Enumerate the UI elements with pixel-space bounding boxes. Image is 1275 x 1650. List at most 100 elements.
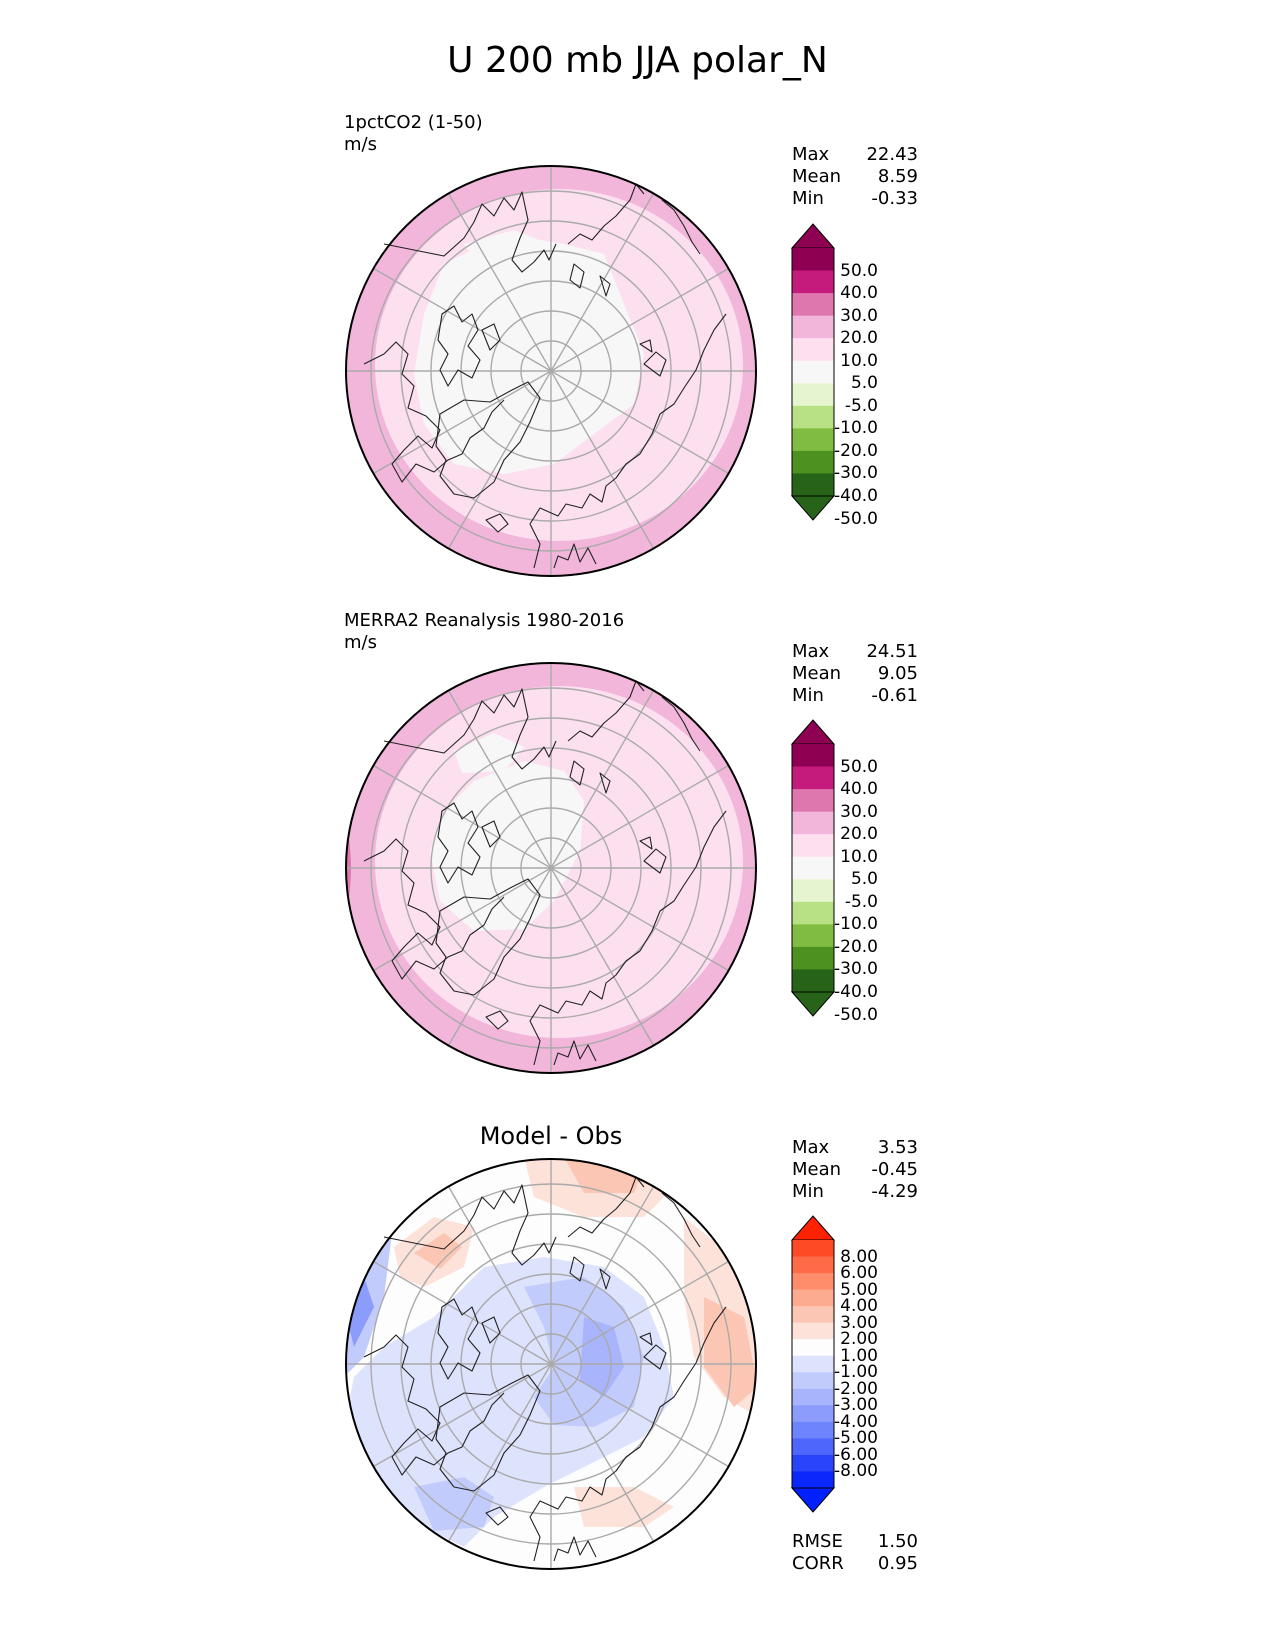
colorbar-band — [792, 969, 834, 993]
colorbar-band — [792, 766, 834, 790]
field-contour — [430, 761, 584, 931]
panel2-stats: Max 24.51 Mean 9.05 Min -0.61 — [792, 641, 918, 707]
colorbar-tick-label: 30.0 — [840, 305, 878, 326]
colorbar-band — [792, 428, 834, 452]
colorbar-band — [792, 315, 834, 339]
colorbar-band — [792, 879, 834, 903]
figure-title: U 200 mb JJA polar_N — [447, 40, 828, 81]
panel1-title: 1pctCO2 (1-50) — [344, 112, 483, 133]
colorbar-tick-label: 30.0 — [840, 801, 878, 822]
colorbar-tick-label: 50.0 — [840, 756, 878, 777]
coastline — [383, 191, 557, 273]
colorbar-tick-label: 1.00 — [840, 1345, 878, 1366]
coastline — [567, 183, 645, 245]
stat-min-label: Min — [792, 188, 824, 209]
colorbar-under-triangle — [790, 991, 836, 1017]
coastline — [639, 1332, 653, 1346]
panel3-polar-map — [345, 1158, 757, 1570]
corr-value: 0.95 — [877, 1553, 918, 1574]
panel1-label: 1pctCO2 (1-50) m/s — [344, 112, 483, 156]
coastline — [643, 1344, 667, 1370]
colorbar-tick-label: 8.00 — [840, 1246, 878, 1267]
stat-mean-label: Mean — [792, 663, 842, 684]
panel2-title: MERRA2 Reanalysis 1980-2016 — [344, 610, 625, 631]
colorbar-band — [792, 1322, 834, 1340]
coastline — [435, 1374, 541, 1492]
coastline — [661, 696, 701, 752]
colorbar-tick-label: -5.0 — [844, 891, 878, 912]
colorbar-band — [792, 1454, 834, 1472]
colorbar-tick-label: 4.00 — [840, 1296, 878, 1317]
coastline — [437, 802, 481, 884]
panel3-colorbar — [790, 1215, 836, 1513]
colorbar-tick-label: 3.00 — [840, 1312, 878, 1333]
field-contour — [414, 1233, 462, 1269]
meridian-line — [447, 1186, 655, 1542]
coastline — [481, 1316, 501, 1344]
colorbar-under-triangle — [790, 1487, 836, 1513]
coastline — [569, 760, 585, 786]
meridian-line — [447, 690, 655, 1046]
colorbar-tick-label: 20.0 — [840, 824, 878, 845]
coastlines — [363, 680, 727, 1066]
colorbar-band — [792, 1471, 834, 1489]
colorbar-tick-label: -3.00 — [834, 1395, 878, 1416]
coastline — [553, 543, 597, 569]
colorbar-band — [792, 1405, 834, 1423]
panel1-polar-map — [345, 165, 757, 577]
colorbar-tick-label: -50.0 — [834, 508, 878, 529]
coastline — [643, 848, 667, 874]
colorbar-tick-label: 5.0 — [850, 373, 878, 394]
coastline — [553, 1536, 597, 1562]
colorbar-tick-label: -30.0 — [834, 959, 878, 980]
map-boundary — [345, 1158, 757, 1570]
stat-min-label: Min — [792, 685, 824, 706]
coastline — [639, 1306, 727, 1448]
field-contour — [346, 1277, 374, 1347]
colorbar-tick-label: 10.0 — [840, 350, 878, 371]
coastline — [599, 1268, 611, 1290]
colorbar-band — [792, 270, 834, 294]
colorbar-tick-label: -6.00 — [834, 1444, 878, 1465]
colorbar-band — [792, 1421, 834, 1439]
stat-mean-value: -0.45 — [871, 1159, 918, 1180]
colorbar-over-triangle — [790, 1215, 836, 1241]
colorbar-under-triangle — [790, 495, 836, 521]
colorbar-tick-label: -5.00 — [834, 1428, 878, 1449]
colorbar-band — [792, 924, 834, 948]
stat-max-label: Max — [792, 1137, 830, 1158]
colorbar-band — [792, 338, 834, 362]
coastline — [569, 263, 585, 289]
coastline — [481, 323, 501, 351]
colorbar-tick-label: -40.0 — [834, 982, 878, 1002]
stat-mean-label: Mean — [792, 166, 842, 187]
colorbar-band — [792, 248, 834, 272]
colorbar-band — [792, 946, 834, 970]
colorbar-tick-label: -50.0 — [834, 1004, 878, 1025]
coastline — [639, 810, 727, 952]
colorbar-band — [792, 1256, 834, 1274]
colorbar-band — [792, 450, 834, 474]
colorbar-band — [792, 405, 834, 429]
coastline — [435, 381, 541, 499]
colorbar-tick-label: -5.0 — [844, 395, 878, 416]
coastline — [661, 1192, 701, 1248]
colorbar-band — [792, 811, 834, 835]
coastline — [485, 513, 509, 533]
colorbar-tick-label: 6.00 — [840, 1263, 878, 1284]
coastline — [567, 1176, 645, 1238]
meridian-line — [447, 193, 655, 549]
stat-mean-value: 9.05 — [877, 663, 918, 684]
colorbar-band — [792, 293, 834, 317]
coastline — [363, 341, 505, 483]
colorbar-tick-label: 5.00 — [840, 1279, 878, 1300]
coastline — [437, 305, 481, 387]
colorbar-band — [792, 1306, 834, 1324]
colorbar-tick-label: -4.00 — [834, 1411, 878, 1432]
panel1-colorbar — [790, 223, 836, 521]
coastline — [383, 688, 557, 770]
colorbar-band — [792, 1339, 834, 1357]
coastline — [529, 950, 641, 1066]
coastline — [639, 339, 653, 353]
coastlines — [363, 1176, 727, 1562]
